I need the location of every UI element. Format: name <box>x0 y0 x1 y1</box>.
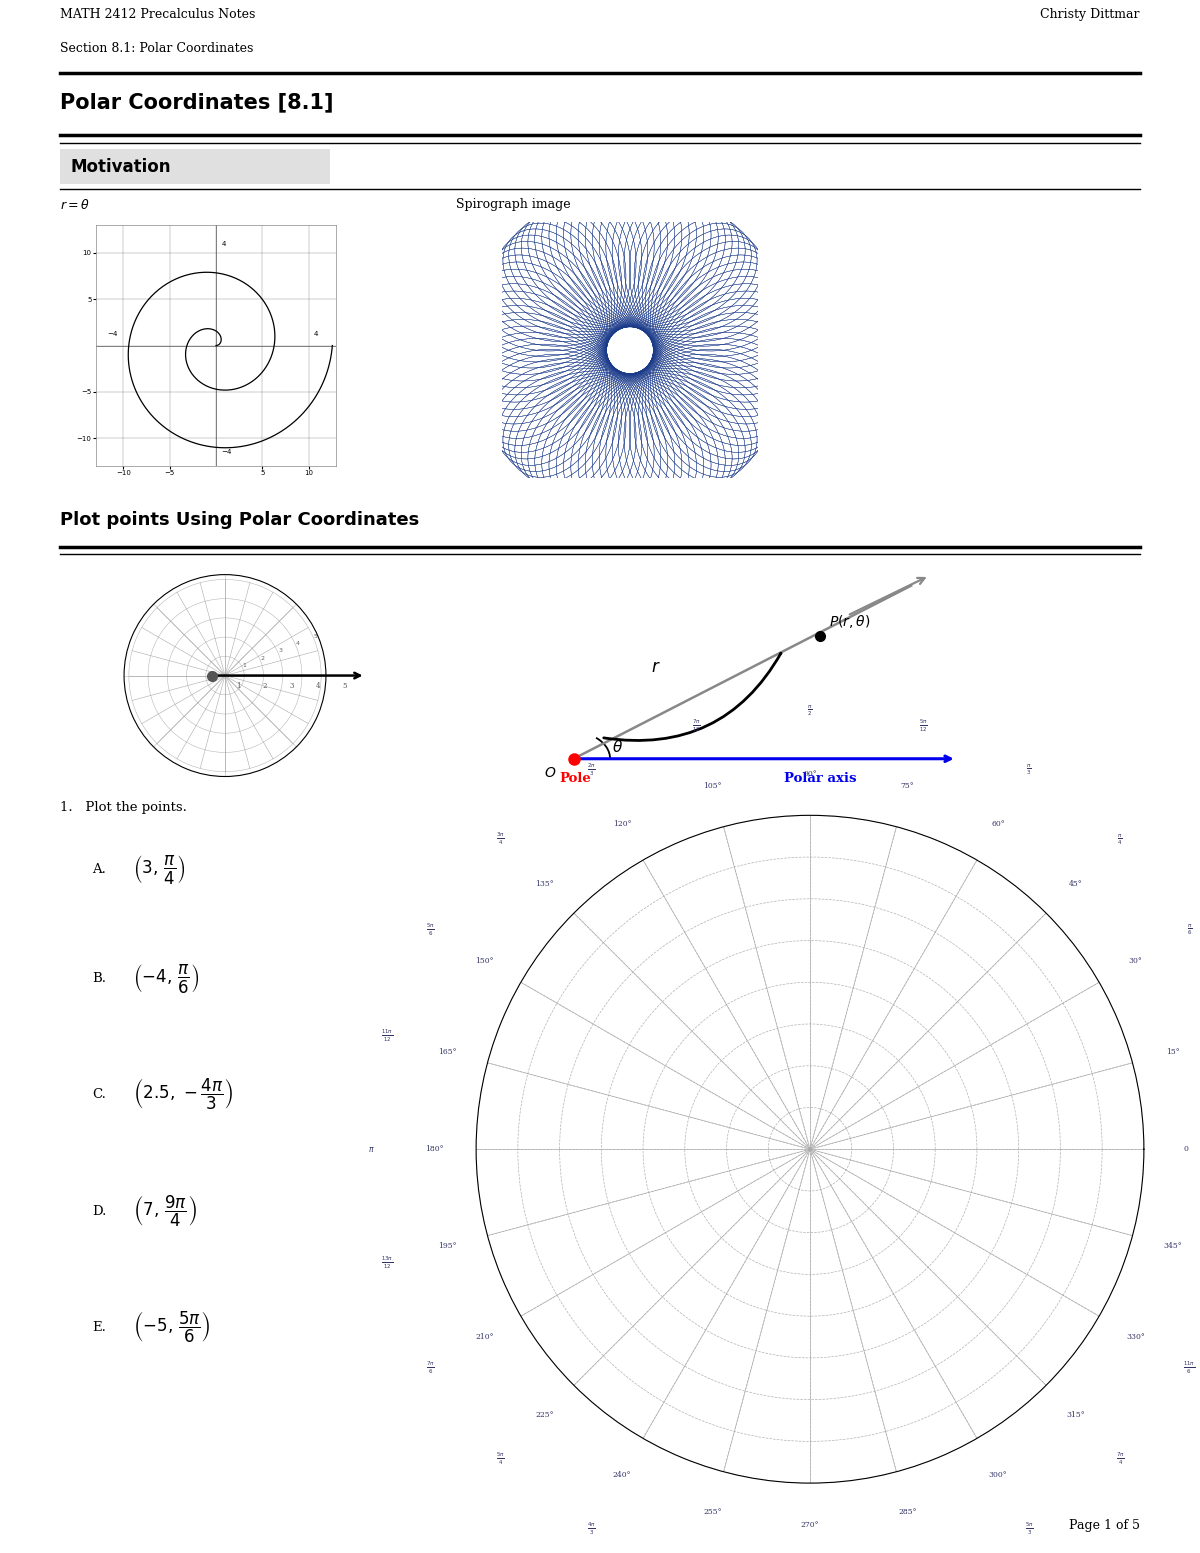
Text: B.: B. <box>92 972 106 985</box>
Text: 15°: 15° <box>1166 1048 1180 1056</box>
Text: 60°: 60° <box>991 820 1004 828</box>
Text: $-4$: $-4$ <box>221 447 233 457</box>
Text: $\frac{2\pi}{3}$: $\frac{2\pi}{3}$ <box>587 761 595 778</box>
FancyArrowPatch shape <box>604 654 781 741</box>
Text: $-4$: $-4$ <box>107 329 119 339</box>
Text: $\frac{\pi}{3}$: $\frac{\pi}{3}$ <box>1026 763 1032 776</box>
Text: 75°: 75° <box>900 783 914 790</box>
Text: 240°: 240° <box>613 1471 631 1478</box>
Text: $r$: $r$ <box>652 658 661 676</box>
Text: 45°: 45° <box>1069 879 1082 888</box>
Text: $\frac{4\pi}{3}$: $\frac{4\pi}{3}$ <box>587 1520 595 1537</box>
Text: Section 8.1: Polar Coordinates: Section 8.1: Polar Coordinates <box>60 42 253 54</box>
Text: $\frac{13\pi}{12}$: $\frac{13\pi}{12}$ <box>380 1255 392 1270</box>
Text: 330°: 330° <box>1126 1332 1145 1342</box>
Text: 2: 2 <box>263 682 266 690</box>
Text: $\frac{5\pi}{6}$: $\frac{5\pi}{6}$ <box>426 922 434 938</box>
Text: Polar Coordinates [8.1]: Polar Coordinates [8.1] <box>60 92 334 112</box>
Text: Polar axis: Polar axis <box>784 772 856 786</box>
Text: $r = \theta$: $r = \theta$ <box>60 197 90 213</box>
Text: $\left(2.5,\,-\dfrac{4\pi}{3}\right)$: $\left(2.5,\,-\dfrac{4\pi}{3}\right)$ <box>133 1078 233 1112</box>
Text: C.: C. <box>92 1089 106 1101</box>
Text: $\left(3,\,\dfrac{\pi}{4}\right)$: $\left(3,\,\dfrac{\pi}{4}\right)$ <box>133 853 185 887</box>
Text: $\frac{\pi}{2}$: $\frac{\pi}{2}$ <box>808 704 812 719</box>
Text: 5: 5 <box>342 682 347 690</box>
Text: 1.   Plot the points.: 1. Plot the points. <box>60 801 187 814</box>
Text: 195°: 195° <box>438 1242 456 1250</box>
Text: Plot points Using Polar Coordinates: Plot points Using Polar Coordinates <box>60 511 419 530</box>
Text: D.: D. <box>92 1205 107 1218</box>
Text: A.: A. <box>92 863 106 876</box>
Text: 225°: 225° <box>535 1410 553 1419</box>
Text: 1: 1 <box>236 682 240 690</box>
Text: $\frac{11\pi}{6}$: $\frac{11\pi}{6}$ <box>1183 1360 1195 1376</box>
Text: 4: 4 <box>316 682 320 690</box>
Text: $\theta$: $\theta$ <box>612 739 623 755</box>
Text: 270°: 270° <box>800 1520 820 1528</box>
Text: $O$: $O$ <box>545 766 557 781</box>
Text: 165°: 165° <box>438 1048 456 1056</box>
Text: Page 1 of 5: Page 1 of 5 <box>1069 1519 1140 1533</box>
Text: 300°: 300° <box>989 1471 1007 1478</box>
Text: $\frac{5\pi}{4}$: $\frac{5\pi}{4}$ <box>496 1451 504 1468</box>
Text: 180°: 180° <box>425 1145 444 1154</box>
Text: $4$: $4$ <box>313 329 319 339</box>
Text: $\frac{3\pi}{4}$: $\frac{3\pi}{4}$ <box>496 831 504 848</box>
FancyBboxPatch shape <box>60 149 330 185</box>
Text: 210°: 210° <box>475 1332 494 1342</box>
Text: 105°: 105° <box>703 783 722 790</box>
Text: 90°: 90° <box>803 770 817 778</box>
Text: 315°: 315° <box>1067 1410 1085 1419</box>
Text: 135°: 135° <box>535 879 553 888</box>
Text: $\frac{5\pi}{3}$: $\frac{5\pi}{3}$ <box>1025 1520 1033 1537</box>
Text: Motivation: Motivation <box>71 158 172 175</box>
Text: $P(r, \theta)$: $P(r, \theta)$ <box>829 612 870 629</box>
Text: $\pi$: $\pi$ <box>368 1145 376 1154</box>
Text: $\left(7,\,\dfrac{9\pi}{4}\right)$: $\left(7,\,\dfrac{9\pi}{4}\right)$ <box>133 1194 197 1228</box>
Text: $\frac{7\pi}{4}$: $\frac{7\pi}{4}$ <box>1116 1451 1124 1468</box>
Text: E.: E. <box>92 1322 106 1334</box>
Text: Christy Dittmar: Christy Dittmar <box>1040 8 1140 20</box>
Text: $\left(-4,\,\dfrac{\pi}{6}\right)$: $\left(-4,\,\dfrac{\pi}{6}\right)$ <box>133 961 199 995</box>
Text: $4$: $4$ <box>221 239 227 248</box>
Text: $\frac{\pi}{6}$: $\frac{\pi}{6}$ <box>1187 922 1193 938</box>
Text: 345°: 345° <box>1164 1242 1182 1250</box>
Text: 255°: 255° <box>703 1508 722 1516</box>
Text: $\frac{\pi}{4}$: $\frac{\pi}{4}$ <box>1117 832 1122 846</box>
Text: Pole: Pole <box>559 772 592 786</box>
Text: $\frac{7\pi}{12}$: $\frac{7\pi}{12}$ <box>692 717 701 735</box>
Text: 120°: 120° <box>613 820 631 828</box>
Text: 30°: 30° <box>1128 957 1142 966</box>
Text: 285°: 285° <box>898 1508 917 1516</box>
Text: $\frac{5\pi}{12}$: $\frac{5\pi}{12}$ <box>919 717 928 735</box>
Text: 0: 0 <box>1183 1145 1188 1154</box>
Text: $\frac{11\pi}{12}$: $\frac{11\pi}{12}$ <box>380 1028 392 1044</box>
Text: $\left(-5,\,\dfrac{5\pi}{6}\right)$: $\left(-5,\,\dfrac{5\pi}{6}\right)$ <box>133 1311 211 1345</box>
Text: Spirograph image: Spirograph image <box>456 199 571 211</box>
Text: 3: 3 <box>289 682 294 690</box>
Text: 150°: 150° <box>475 957 494 966</box>
Text: MATH 2412 Precalculus Notes: MATH 2412 Precalculus Notes <box>60 8 256 20</box>
Text: $\frac{7\pi}{6}$: $\frac{7\pi}{6}$ <box>426 1360 434 1376</box>
